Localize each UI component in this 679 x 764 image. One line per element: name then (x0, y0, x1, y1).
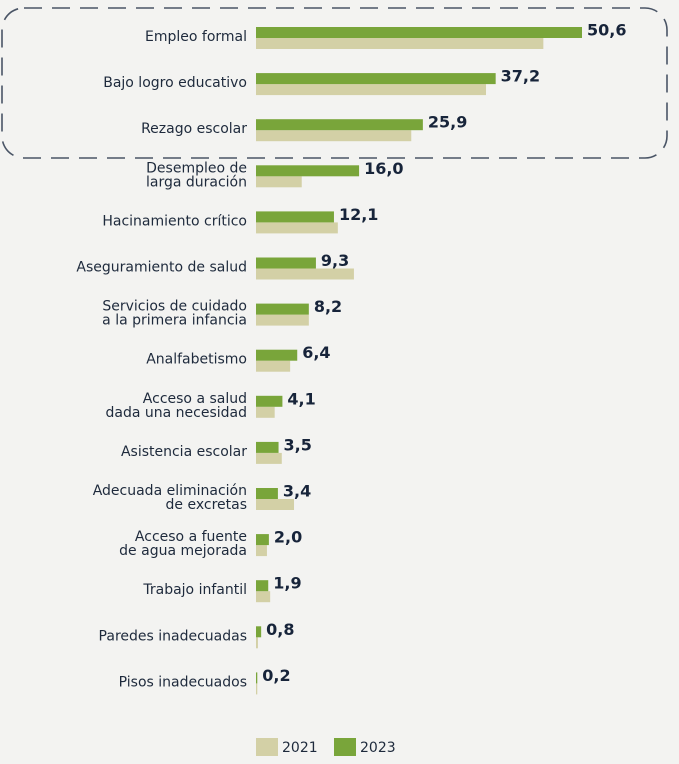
bar (256, 314, 309, 326)
value-label: 50,6 (587, 21, 626, 40)
bar (256, 73, 496, 85)
bar (256, 38, 544, 49)
legend-swatch (256, 738, 278, 756)
bar (256, 626, 262, 638)
value-label: 9,3 (321, 251, 349, 270)
bar (256, 84, 487, 96)
value-label: 3,4 (283, 482, 311, 501)
category-label: Empleo formal (145, 29, 247, 45)
bar (256, 637, 258, 649)
value-label: 2,0 (274, 528, 302, 547)
bar (256, 165, 360, 177)
bar (256, 406, 275, 418)
highlight-box (1, 7, 668, 159)
category-label: Servicios de cuidado a la primera infanci… (102, 299, 247, 329)
value-label: 16,0 (364, 159, 403, 178)
category-label: Pisos inadecuados (119, 674, 247, 690)
category-label: Paredes inadecuadas (99, 628, 247, 644)
category-label: Rezago escolar (141, 121, 247, 137)
bar (256, 119, 423, 131)
value-label: 12,1 (339, 205, 378, 224)
category-label: Trabajo infantil (142, 582, 247, 598)
bar (256, 545, 267, 557)
bar (256, 580, 269, 592)
bar (256, 395, 283, 407)
bar (256, 360, 291, 372)
bar (256, 488, 278, 499)
category-label: Analfabetismo (146, 352, 247, 368)
bar (256, 176, 302, 188)
value-label: 0,8 (266, 620, 294, 639)
bar (256, 591, 271, 603)
bar (256, 211, 334, 223)
bar (256, 303, 309, 315)
value-label: 37,2 (501, 67, 540, 86)
value-label: 8,2 (314, 297, 342, 316)
bar (256, 534, 269, 546)
category-label: Hacinamiento crítico (102, 213, 247, 229)
bar (256, 441, 279, 453)
bar (256, 268, 354, 280)
legend-label: 2023 (360, 740, 396, 756)
bar (256, 499, 295, 510)
bar (256, 672, 258, 684)
category-label: Adecuada eliminación de excretas (93, 483, 247, 513)
legend-label: 2021 (282, 740, 318, 756)
bar (256, 130, 412, 142)
bar (256, 27, 582, 38)
category-label: Bajo logro educativo (103, 75, 247, 91)
bar (256, 683, 258, 695)
value-label: 1,9 (273, 574, 301, 593)
bar (256, 222, 338, 234)
bar (256, 349, 298, 361)
value-label: 4,1 (287, 389, 315, 408)
category-label: Acceso a fuente de agua mejorada (119, 529, 247, 559)
category-label: Asistencia escolar (121, 444, 247, 460)
category-label: Aseguramiento de salud (76, 260, 247, 276)
value-label: 0,2 (262, 666, 290, 685)
category-label: Desempleo de larga duración (146, 160, 247, 190)
bar (256, 257, 316, 269)
value-label: 3,5 (284, 435, 312, 454)
category-label: Acceso a salud dada una necesidad (106, 391, 248, 421)
bar (256, 452, 282, 464)
value-label: 6,4 (302, 343, 330, 362)
value-label: 25,9 (428, 113, 467, 132)
legend-swatch (334, 738, 356, 756)
